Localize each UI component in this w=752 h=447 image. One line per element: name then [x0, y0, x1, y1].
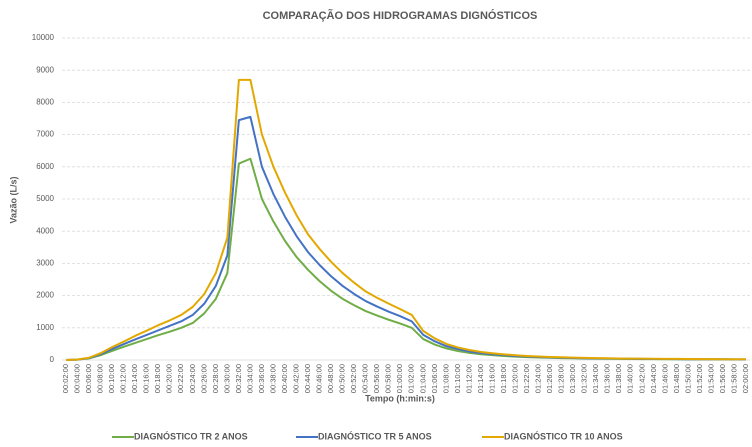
x-tick-label: 00:44:00 [303, 364, 312, 393]
x-tick-label: 00:18:00 [153, 364, 162, 393]
x-tick-label: 01:42:00 [637, 364, 646, 393]
y-tick-label: 6000 [36, 162, 54, 171]
x-tick-label: 00:22:00 [176, 364, 185, 393]
y-tick-label: 8000 [36, 98, 54, 107]
y-tick-label: 5000 [36, 194, 54, 203]
x-tick-label: 00:08:00 [96, 364, 105, 393]
x-tick-label: 01:22:00 [522, 364, 531, 393]
x-tick-label: 00:32:00 [234, 364, 243, 393]
x-tick-label: 01:44:00 [649, 364, 658, 393]
x-tick-label: 00:26:00 [199, 364, 208, 393]
legend-label: DIAGNÓSTICO TR 10 ANOS [504, 430, 623, 441]
x-tick-label: 00:58:00 [384, 364, 393, 393]
legend-label: DIAGNÓSTICO TR 5 ANOS [318, 430, 432, 441]
x-tick-label: 01:40:00 [626, 364, 635, 393]
x-tick-label: 01:18:00 [499, 364, 508, 393]
x-tick-label: 01:34:00 [591, 364, 600, 393]
x-tick-label: 00:50:00 [338, 364, 347, 393]
x-tick-label: 00:30:00 [222, 364, 231, 393]
x-tick-label: 01:08:00 [441, 364, 450, 393]
y-tick-label: 0 [50, 355, 55, 364]
x-tick-label: 01:04:00 [418, 364, 427, 393]
x-tick-label: 00:34:00 [245, 364, 254, 393]
x-tick-label: 01:32:00 [580, 364, 589, 393]
x-tick-label: 01:06:00 [430, 364, 439, 393]
x-tick-label: 01:00:00 [395, 364, 404, 393]
x-tick-label: 01:26:00 [545, 364, 554, 393]
x-tick-label: 02:00:00 [741, 364, 750, 393]
x-tick-label: 00:36:00 [257, 364, 266, 393]
x-tick-label: 00:46:00 [315, 364, 324, 393]
y-tick-label: 3000 [36, 259, 54, 268]
x-tick-label: 01:28:00 [557, 364, 566, 393]
y-tick-label: 1000 [36, 323, 54, 332]
x-tick-label: 01:36:00 [603, 364, 612, 393]
x-tick-label: 00:24:00 [188, 364, 197, 393]
x-tick-label: 01:56:00 [718, 364, 727, 393]
series-line [65, 157, 747, 361]
x-axis-title: Tempo (h:min:s) [365, 393, 435, 403]
chart-title: COMPARAÇÃO DOS HIDROGRAMAS DIGNÓSTICOS [263, 9, 538, 22]
x-tick-label: 00:28:00 [211, 364, 220, 393]
y-tick-label: 10000 [32, 33, 55, 42]
x-tick-label: 00:12:00 [119, 364, 128, 393]
x-tick-label: 01:24:00 [534, 364, 543, 393]
x-tick-label: 01:02:00 [407, 364, 416, 393]
x-tick-label: 01:14:00 [476, 364, 485, 393]
x-tick-label: 01:10:00 [453, 364, 462, 393]
x-tick-label: 00:10:00 [107, 364, 116, 393]
x-tick-label: 01:58:00 [729, 364, 738, 393]
x-tick-label: 00:40:00 [280, 364, 289, 393]
x-tick-label: 01:48:00 [672, 364, 681, 393]
x-tick-label: 01:50:00 [683, 364, 692, 393]
x-tick-label: 01:54:00 [706, 364, 715, 393]
y-tick-label: 7000 [36, 130, 54, 139]
x-tick-label: 00:52:00 [349, 364, 358, 393]
x-tick-label: 01:16:00 [487, 364, 496, 393]
x-tick-label: 00:02:00 [61, 364, 70, 393]
series-line [65, 78, 747, 361]
legend-label: DIAGNÓSTICO TR 2 ANOS [134, 430, 248, 441]
x-tick-label: 00:06:00 [84, 364, 93, 393]
x-tick-label: 00:42:00 [291, 364, 300, 393]
x-tick-label: 00:54:00 [361, 364, 370, 393]
y-tick-label: 9000 [36, 65, 54, 74]
x-tick-label: 01:38:00 [614, 364, 623, 393]
y-tick-label: 2000 [36, 291, 54, 300]
x-tick-label: 00:14:00 [130, 364, 139, 393]
x-tick-label: 00:04:00 [73, 364, 82, 393]
series-line [65, 115, 747, 361]
x-tick-label: 01:12:00 [464, 364, 473, 393]
y-axis-title: Vazão (L/s) [8, 176, 18, 223]
x-tick-label: 00:16:00 [142, 364, 151, 393]
x-tick-label: 00:20:00 [165, 364, 174, 393]
x-tick-label: 00:48:00 [326, 364, 335, 393]
y-tick-label: 4000 [36, 226, 54, 235]
x-tick-label: 01:30:00 [568, 364, 577, 393]
x-tick-label: 00:56:00 [372, 364, 381, 393]
x-tick-label: 01:20:00 [510, 364, 519, 393]
x-tick-label: 01:46:00 [660, 364, 669, 393]
x-tick-label: 00:38:00 [268, 364, 277, 393]
x-tick-label: 01:52:00 [695, 364, 704, 393]
